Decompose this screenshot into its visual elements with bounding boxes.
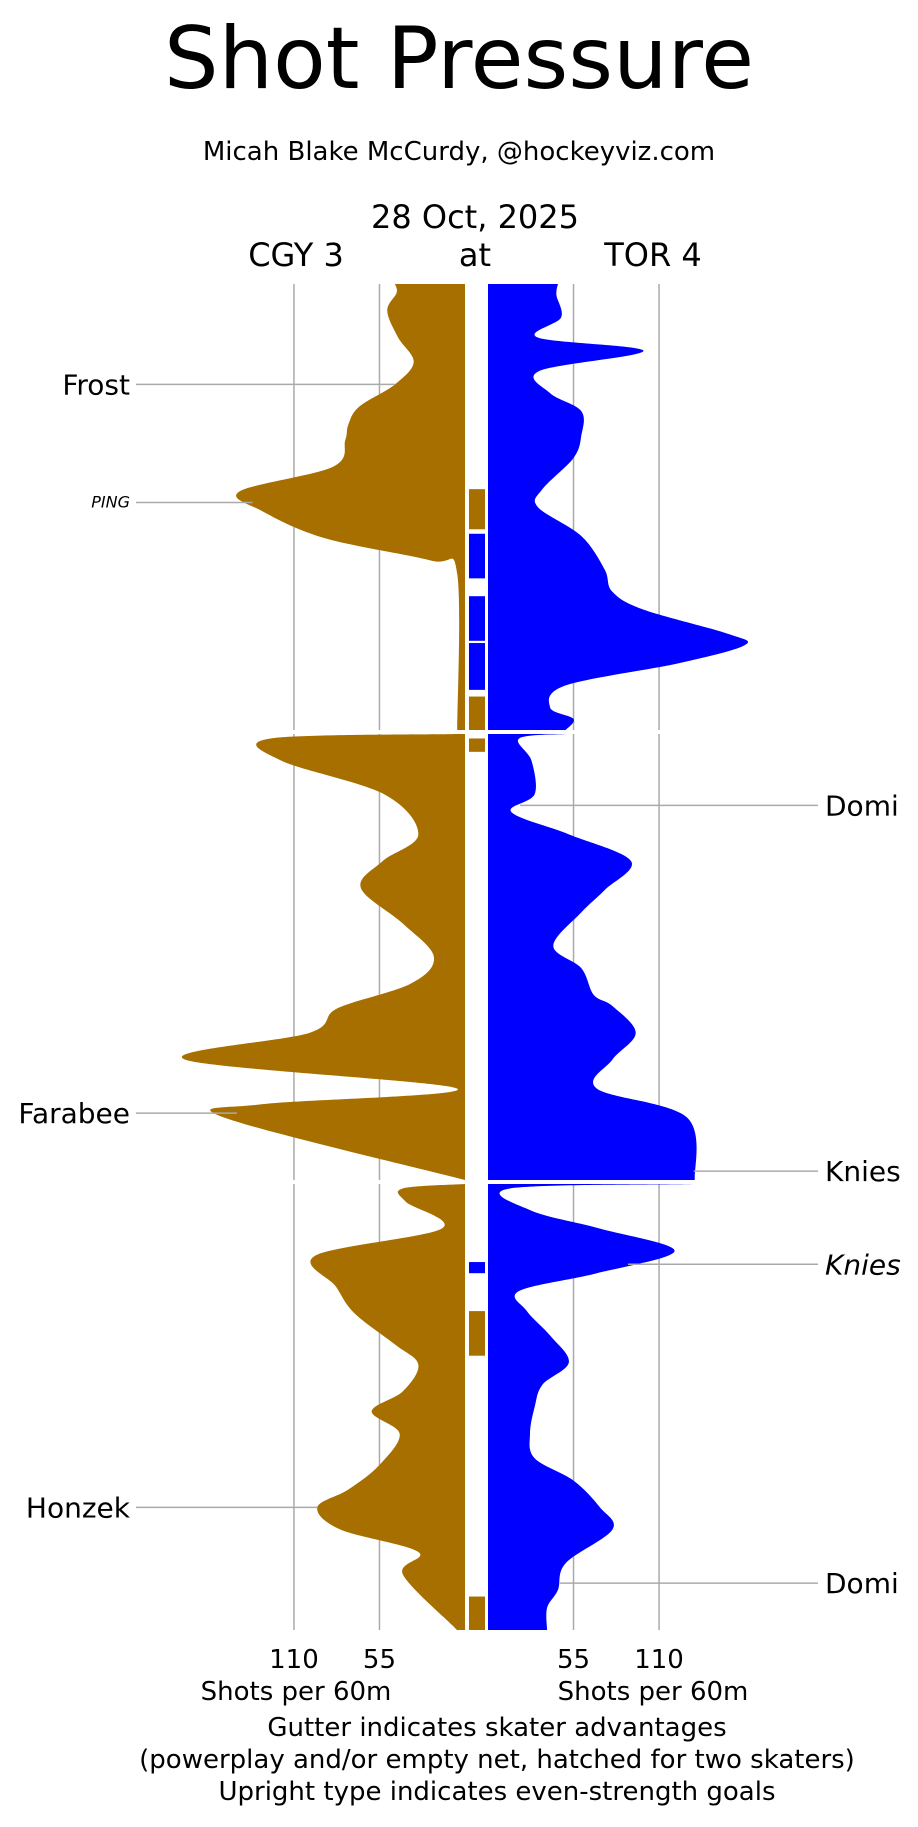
away-team-label: CGY 3 [248, 236, 344, 274]
axis-ticks: 110 110 55 55 [269, 1645, 684, 1675]
gutter-segment [469, 1311, 485, 1356]
away-pressure-area-period-2 [181, 734, 465, 1180]
footer-note-2: (powerplay and/or empty net, hatched for… [139, 1745, 855, 1775]
goal-label: Domi [825, 789, 899, 822]
period-separators [230, 730, 700, 1184]
gutter-segment [469, 596, 485, 641]
left-tick-label: 110 [269, 1645, 319, 1675]
chart-title: Shot Pressure [164, 9, 754, 109]
goal-label: Frost [62, 368, 130, 401]
right-tick-label: 55 [557, 1645, 590, 1675]
gutter [469, 489, 485, 1630]
chart-author: Micah Blake McCurdy, @hockeyviz.com [203, 137, 715, 167]
left-tick-label: 55 [363, 1645, 396, 1675]
gutter-segment [469, 643, 485, 690]
right-axis-label: Shots per 60m [558, 1677, 749, 1707]
goal-label: Knies [825, 1155, 901, 1188]
gutter-segment [469, 1596, 485, 1630]
home-pressure-area-period-2 [488, 734, 697, 1180]
goal-label: Domi [825, 1567, 899, 1600]
home-pressure-area-period-1 [488, 284, 749, 730]
left-axis-label: Shots per 60m [201, 1677, 392, 1707]
right-tick-label: 110 [634, 1645, 684, 1675]
gutter-segment [469, 738, 485, 752]
pressure-areas [181, 284, 749, 1631]
game-date: 28 Oct, 2025 [371, 198, 579, 236]
away-pressure-area-period-3 [310, 1184, 465, 1631]
home-pressure-area-period-3 [488, 1184, 695, 1630]
goal-annotations: Frost PING Domi Farabee Knies Knies Honzek Domi [18, 368, 900, 1600]
goal-label: PING [91, 493, 130, 512]
gutter-segment [469, 1262, 485, 1274]
away-pressure-area-period-1 [236, 284, 465, 730]
gutter-segment [469, 489, 485, 530]
at-label: at [459, 236, 491, 274]
gutter-segment [469, 696, 485, 730]
home-team-label: TOR 4 [603, 236, 702, 274]
goal-label: Honzek [26, 1491, 131, 1524]
gutter-segment [469, 533, 485, 579]
footer-note-1: Gutter indicates skater advantages [267, 1713, 726, 1743]
goal-label: Knies [825, 1248, 901, 1281]
footer-note-3: Upright type indicates even-strength goa… [218, 1777, 775, 1807]
goal-label: Farabee [18, 1097, 130, 1130]
